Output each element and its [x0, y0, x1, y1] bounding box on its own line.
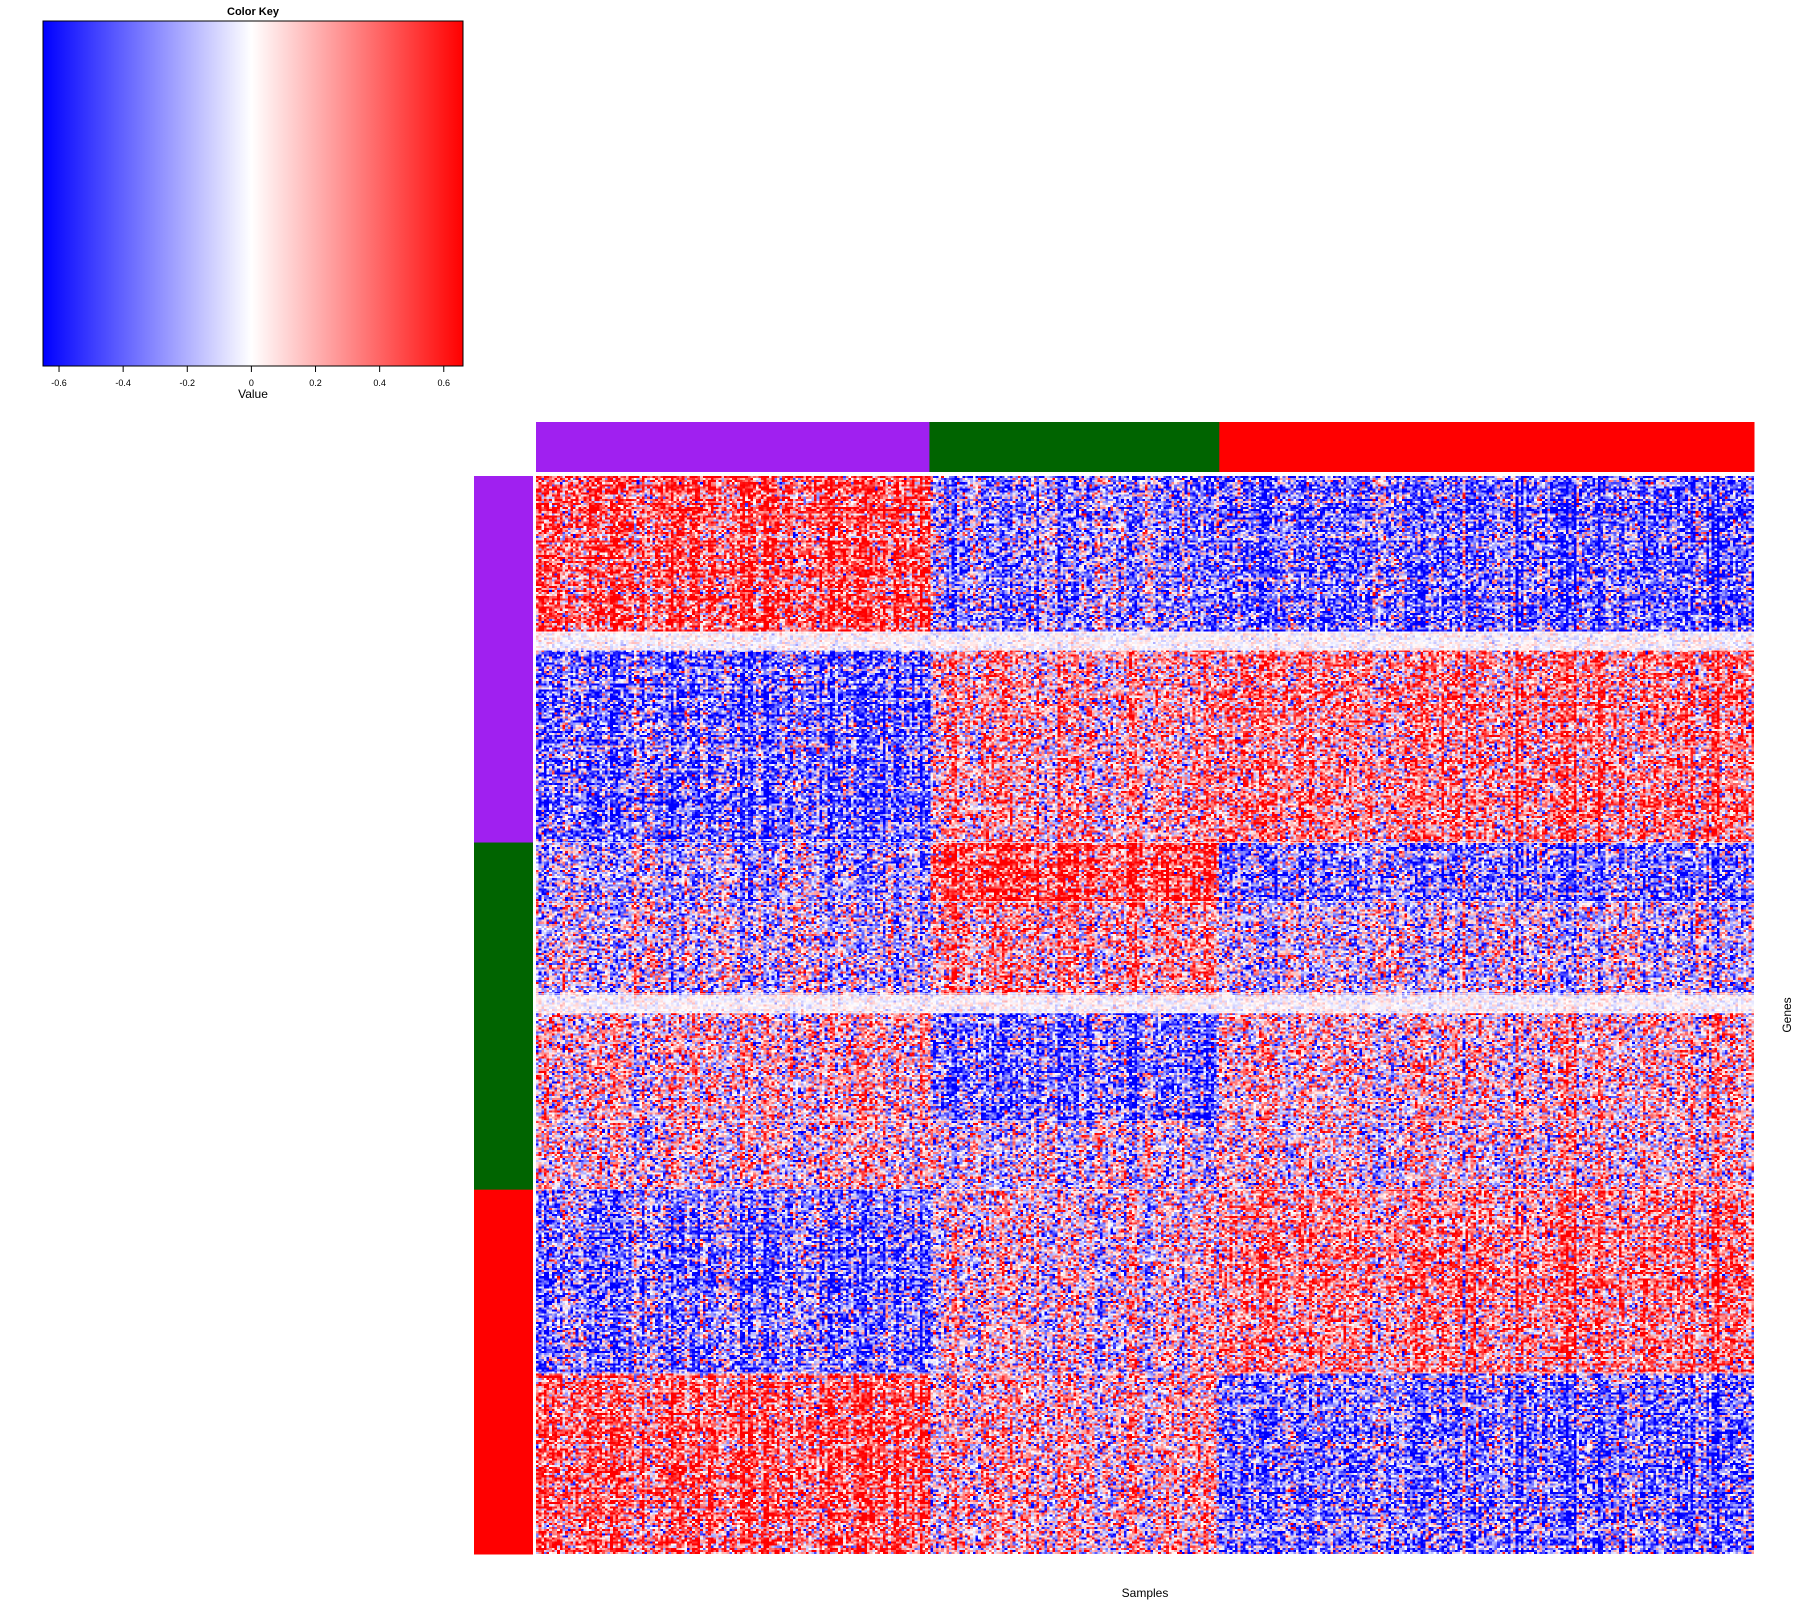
color-key-tick-label: 0 [249, 378, 254, 388]
color-key-tick-label: -0.4 [115, 378, 131, 388]
color-key-title: Color Key [227, 6, 280, 18]
color-key-gradient [42, 20, 464, 367]
row-color-group1 [474, 476, 533, 844]
color-key-tick-label: 0.4 [373, 378, 386, 388]
column-color-group1 [536, 422, 930, 472]
color-key-tick-label: 0.6 [438, 378, 451, 388]
color-key: Color Key -0.6 -0.4 -0.2 0 0.2 0.4 0.6 Value [42, 6, 464, 401]
heatmap-cells [536, 476, 1754, 1554]
row-color-group3 [474, 1189, 533, 1555]
row-color-group2 [474, 842, 533, 1191]
column-color-group2 [929, 422, 1220, 472]
color-key-xlabel: Value [238, 387, 268, 401]
x-axis-label: Samples [1122, 1586, 1169, 1600]
column-side-colors [536, 422, 1755, 472]
color-key-ticks: -0.6 -0.4 -0.2 0 0.2 0.4 0.6 [51, 366, 450, 388]
column-color-group3 [1219, 422, 1755, 472]
y-axis-label: Genes [1780, 997, 1794, 1032]
color-key-tick-label: 0.2 [309, 378, 322, 388]
heatmap-body [536, 476, 1754, 1554]
row-side-colors [474, 476, 533, 1555]
color-key-tick-label: -0.6 [51, 378, 67, 388]
color-key-tick-label: -0.2 [180, 378, 196, 388]
